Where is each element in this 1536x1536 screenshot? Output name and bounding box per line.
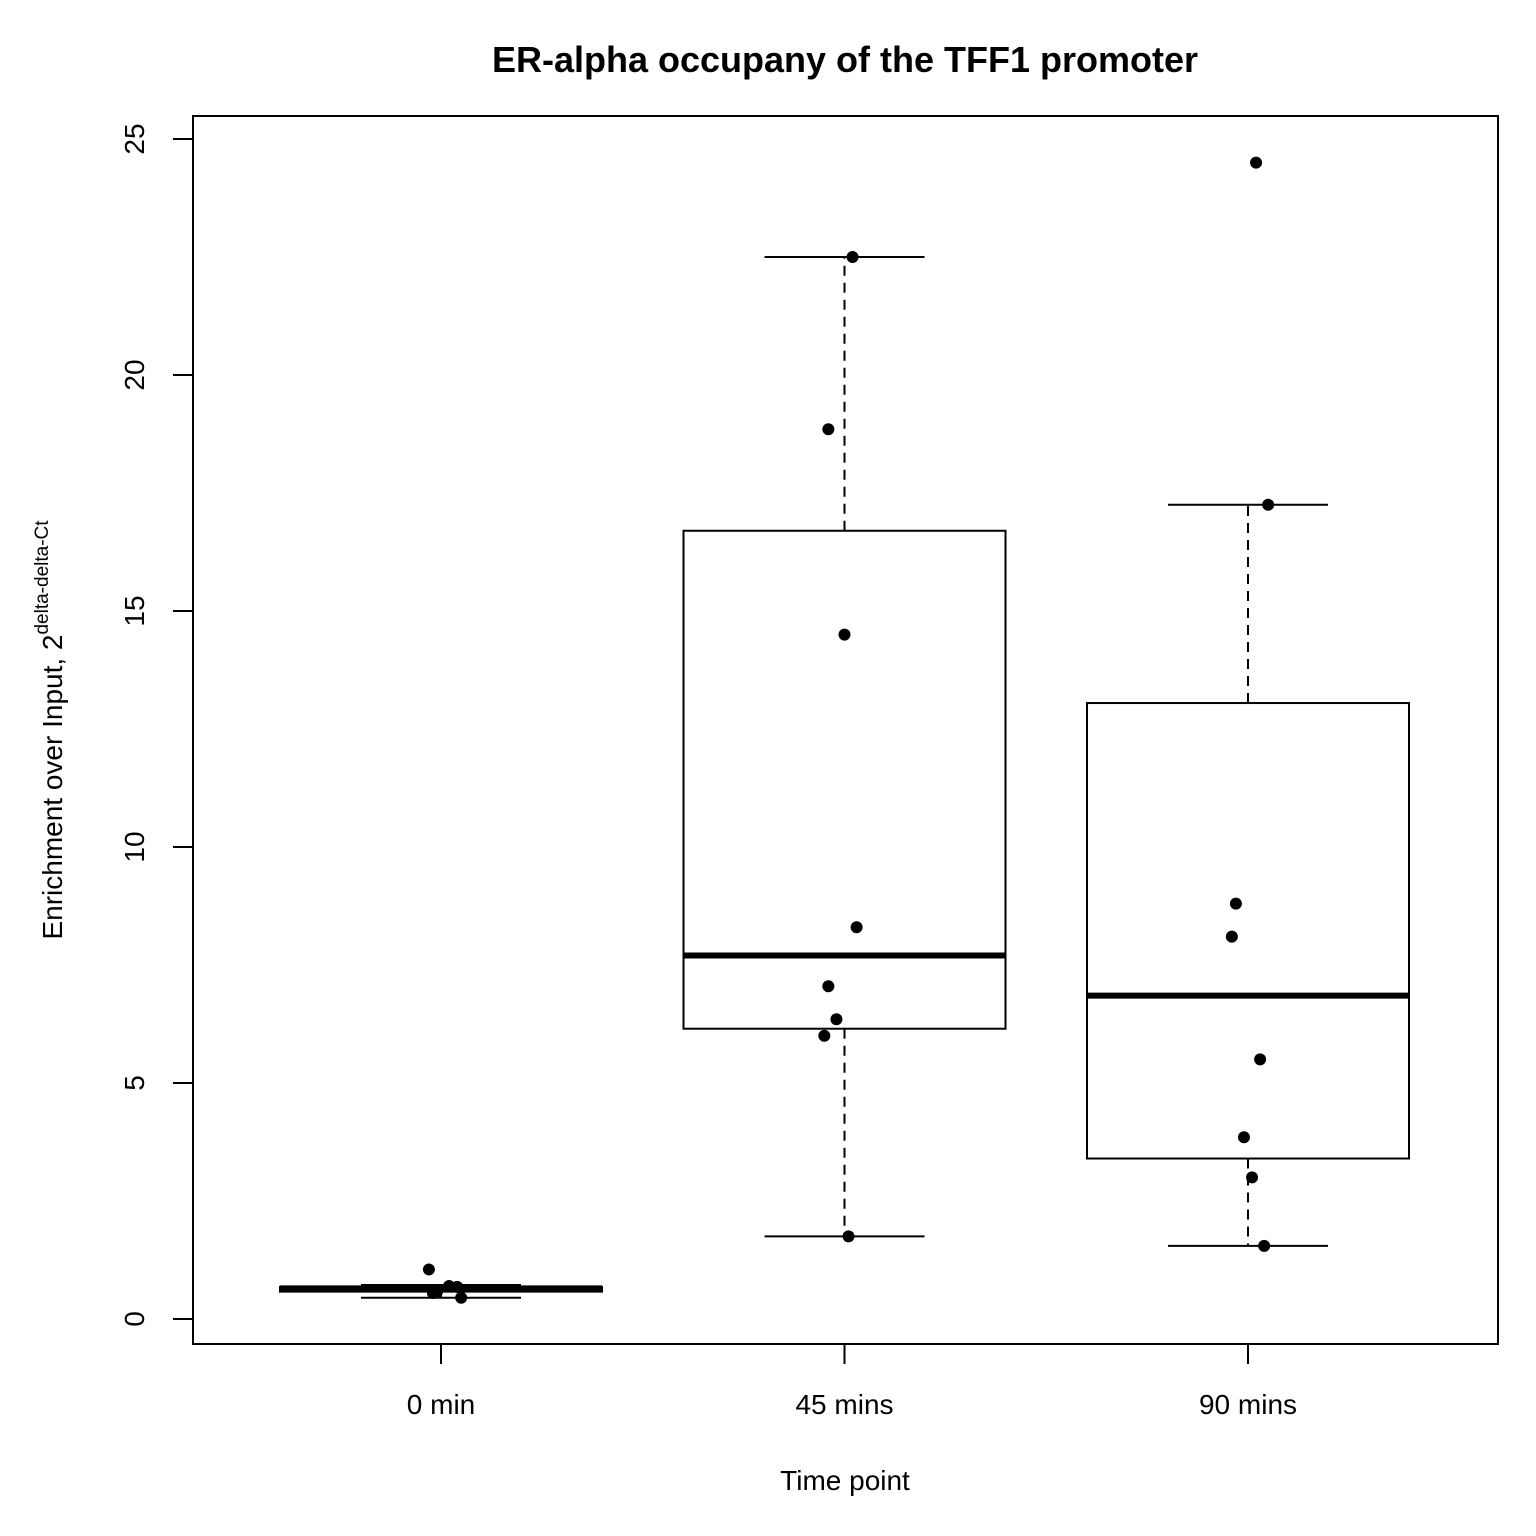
x-tick-label: 90 mins — [1199, 1389, 1297, 1420]
data-point — [822, 980, 835, 993]
x-axis: 0 min 45 mins 90 mins — [407, 1343, 1297, 1420]
data-point — [842, 1230, 855, 1243]
x-tick-label: 45 mins — [795, 1389, 893, 1420]
y-axis: 0 5 10 15 20 25 — [119, 123, 194, 1327]
data-point — [822, 423, 835, 436]
data-point — [830, 1013, 843, 1026]
y-tick-label: 15 — [119, 595, 150, 626]
data-point — [1246, 1171, 1259, 1184]
y-tick-label: 25 — [119, 123, 150, 154]
box-2 — [682, 256, 1007, 1238]
data-point — [1262, 498, 1275, 511]
y-axis-label-main: Enrichment over Input, 2 — [37, 635, 68, 940]
y-tick-label: 10 — [119, 831, 150, 862]
chart-title: ER-alpha occupany of the TFF1 promoter — [492, 39, 1198, 80]
data-point — [1250, 156, 1263, 169]
y-axis-label-superscript: delta-delta-Ct — [32, 520, 53, 635]
y-axis-label: Enrichment over Input, 2delta-delta-Ct — [32, 520, 68, 940]
data-point — [1229, 897, 1242, 910]
box-iqr — [1086, 702, 1410, 1160]
data-point — [1237, 1131, 1250, 1144]
data-point — [838, 628, 851, 641]
data-points — [422, 156, 1275, 1304]
y-tick-label: 5 — [119, 1075, 150, 1091]
data-point — [1258, 1239, 1271, 1252]
data-point — [850, 921, 863, 934]
y-tick-label: 0 — [119, 1311, 150, 1327]
data-point — [1254, 1053, 1267, 1066]
data-point — [846, 251, 859, 263]
y-tick-label: 20 — [119, 359, 150, 390]
data-point — [451, 1280, 464, 1293]
data-point — [455, 1291, 468, 1304]
data-point — [1225, 930, 1238, 943]
data-point — [818, 1029, 831, 1042]
box-iqr — [682, 529, 1007, 1030]
x-axis-label: Time point — [780, 1465, 910, 1496]
box-plots — [279, 256, 1410, 1299]
data-point — [426, 1287, 439, 1300]
data-point — [422, 1263, 435, 1276]
box-3 — [1086, 503, 1410, 1247]
x-tick-label: 0 min — [407, 1389, 475, 1420]
